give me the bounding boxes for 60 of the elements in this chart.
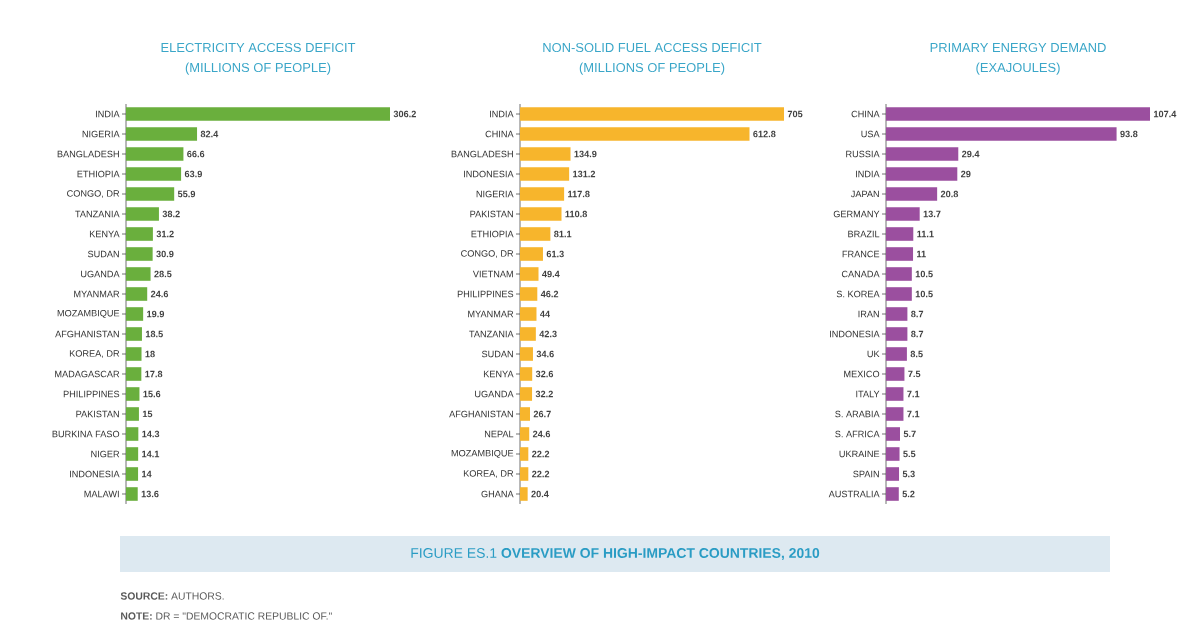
bar — [520, 227, 551, 241]
bar — [886, 387, 904, 401]
bar — [886, 227, 914, 241]
bar — [126, 107, 391, 121]
bar — [520, 267, 539, 281]
bar — [520, 447, 529, 461]
bar — [520, 487, 528, 501]
bar — [886, 467, 900, 481]
bar — [126, 387, 140, 401]
bar — [886, 347, 907, 361]
bar — [520, 287, 538, 301]
bar — [520, 307, 537, 321]
bar — [126, 427, 139, 441]
bar — [126, 487, 138, 501]
bar — [520, 127, 750, 141]
bar — [520, 367, 533, 381]
bar — [520, 347, 533, 361]
bar — [520, 247, 543, 261]
bar — [520, 407, 531, 421]
bar — [126, 327, 142, 341]
bar — [886, 147, 959, 161]
bar — [520, 327, 536, 341]
bar — [126, 307, 144, 321]
bar — [886, 207, 920, 221]
bar — [520, 467, 529, 481]
bar — [520, 207, 562, 221]
bar — [520, 167, 570, 181]
bar — [126, 467, 139, 481]
bar — [520, 387, 533, 401]
bar — [520, 427, 530, 441]
bar — [886, 167, 958, 181]
bar — [126, 147, 184, 161]
bar — [126, 367, 142, 381]
bar — [126, 267, 151, 281]
bar — [886, 267, 912, 281]
bar — [886, 487, 899, 501]
bar — [886, 447, 900, 461]
bar — [126, 167, 182, 181]
bar — [126, 127, 198, 141]
bar — [126, 207, 159, 221]
bar — [886, 427, 901, 441]
bar — [126, 447, 139, 461]
bar — [886, 247, 914, 261]
bar — [886, 367, 905, 381]
bar — [520, 187, 565, 201]
bar — [126, 187, 175, 201]
bar — [886, 127, 1117, 141]
bar — [886, 107, 1151, 121]
bar — [520, 107, 785, 121]
bar — [886, 307, 908, 321]
bar — [886, 327, 908, 341]
bar — [886, 287, 912, 301]
bar — [126, 227, 153, 241]
bar — [126, 247, 153, 261]
bar — [886, 407, 904, 421]
bar — [520, 147, 571, 161]
bar — [126, 347, 142, 361]
bar — [126, 287, 148, 301]
bar — [126, 407, 139, 421]
bar — [886, 187, 938, 201]
